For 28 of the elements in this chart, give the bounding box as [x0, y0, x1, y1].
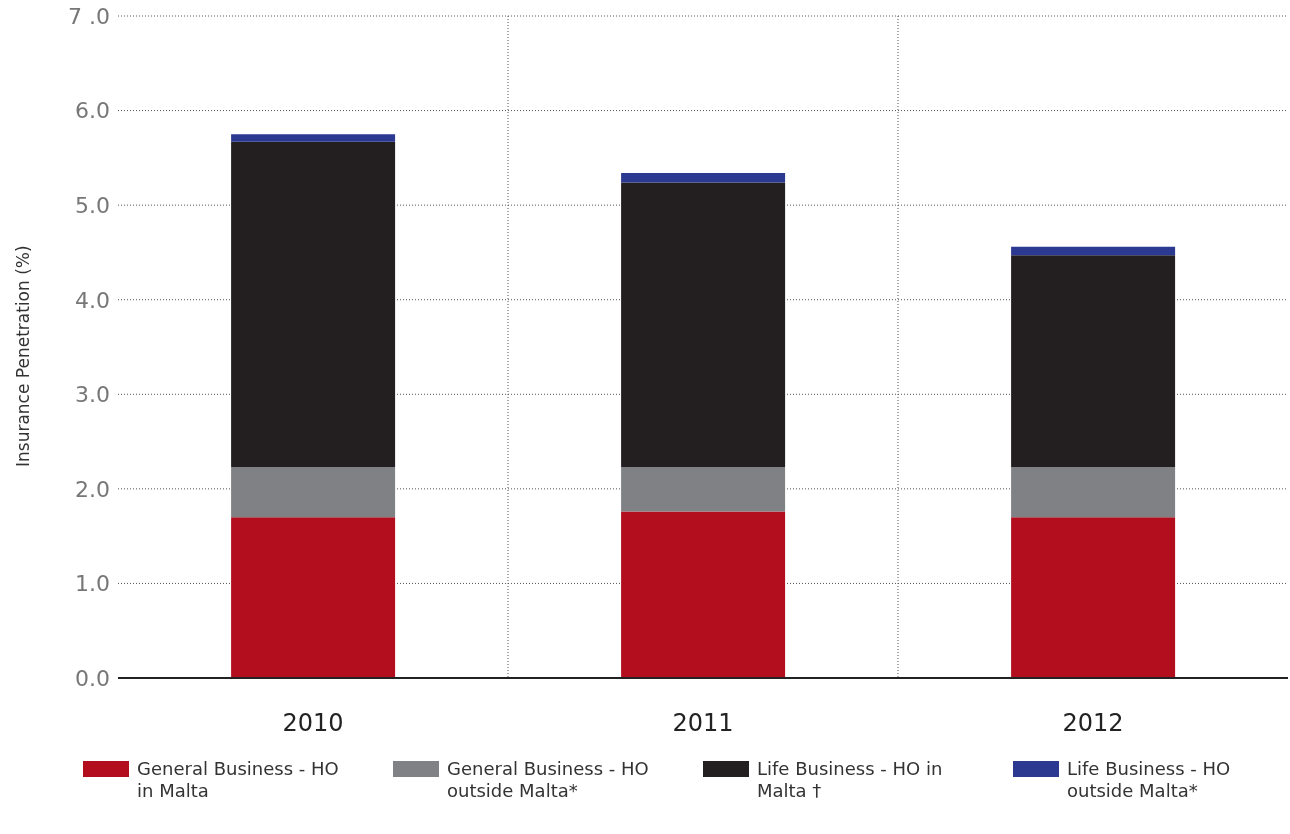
legend-label: Life Business - HO outside Malta*: [1067, 758, 1232, 802]
legend-label: General Business - HO outside Malta*: [447, 758, 650, 802]
y-tick-label: 0.0: [75, 665, 110, 691]
bar: [231, 134, 396, 142]
y-tick-label: 1.0: [75, 571, 110, 597]
y-axis-title: Insurance Penetration (%): [13, 245, 34, 467]
legend-label: Life Business - HO in Malta †: [757, 758, 944, 802]
legend-label: General Business - HO in Malta: [137, 758, 340, 802]
bar: [231, 141, 396, 468]
bar: [231, 467, 396, 518]
bar: [1011, 255, 1176, 468]
bar: [1011, 467, 1176, 518]
bar: [231, 517, 396, 678]
y-tick-label: 6.0: [75, 98, 110, 124]
x-tick-label: 2010: [282, 709, 344, 738]
y-tick-label: 4.0: [75, 287, 110, 313]
bar: [621, 172, 786, 183]
bar: [621, 467, 786, 512]
bar: [621, 182, 786, 468]
y-tick-label: 7 .0: [68, 3, 110, 29]
y-tick-label: 5.0: [75, 192, 110, 218]
bar: [1011, 246, 1176, 256]
bar: [621, 511, 786, 678]
y-tick-label: 3.0: [75, 382, 110, 408]
x-tick-label: 2012: [1062, 709, 1124, 738]
bar: [1011, 517, 1176, 678]
x-tick-label: 2011: [672, 709, 734, 738]
y-tick-label: 2.0: [75, 476, 110, 502]
